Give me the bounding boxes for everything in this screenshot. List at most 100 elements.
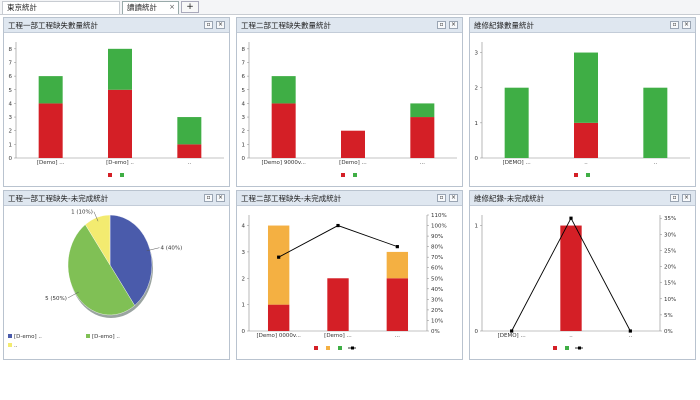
y-tick-label: 2 (9, 129, 13, 135)
y-tick-label: 1 (475, 121, 479, 127)
pie-leader-line (67, 291, 79, 299)
restore-icon[interactable]: ▫ (437, 194, 446, 202)
legend-swatch (574, 173, 578, 177)
close-icon[interactable]: × (216, 194, 225, 202)
y-tick-label: 0 (475, 156, 479, 162)
tab-bar: 東京統計 讀讀統計 × + (0, 0, 700, 15)
legend-swatch (108, 173, 112, 177)
restore-icon[interactable]: ▫ (204, 194, 213, 202)
close-icon[interactable]: × (216, 21, 225, 29)
x-tick-label: [DEMO] ... (503, 160, 531, 166)
bar-green-0 (504, 87, 529, 158)
bar-orange-2 (386, 251, 409, 279)
y-tick-label: 6 (9, 74, 13, 80)
y-tick-label: 0 (242, 156, 246, 162)
y2-tick-label: 110% (431, 213, 447, 219)
y2-tick-label: 50% (431, 276, 443, 282)
bar-green-0 (271, 76, 296, 104)
y-tick-label: 3 (9, 115, 13, 121)
y-tick-label: 7 (242, 60, 246, 66)
y-tick-label: 6 (242, 74, 246, 80)
legend-swatch (553, 346, 557, 350)
x-tick-label: .. (569, 333, 573, 339)
restore-icon[interactable]: ▫ (204, 21, 213, 29)
x-tick-label: .. (654, 160, 658, 166)
legend-swatch (8, 343, 12, 347)
y-tick-label: 3 (242, 115, 246, 121)
legend-swatch (314, 346, 318, 350)
restore-icon[interactable]: ▫ (670, 21, 679, 29)
restore-icon[interactable]: ▫ (437, 21, 446, 29)
legend-swatch (86, 334, 90, 338)
pie-leader-line (146, 247, 160, 252)
chart-svg: 010%5%10%15%20%25%30%35%[DEMO] ....... (475, 215, 676, 350)
legend-label: [D-emo] .. (92, 334, 120, 340)
panel-title: 工程二部工程缺失-未完成統計 (241, 194, 342, 203)
panel-title: 工程二部工程缺失數量統計 (241, 21, 331, 30)
y-tick-label: 0 (9, 156, 13, 162)
y2-tick-label: 90% (431, 234, 443, 240)
legend-swatch (353, 173, 357, 177)
y-tick-label: 3 (242, 250, 246, 256)
panel-title: 工程一部工程缺失-未完成統計 (8, 194, 109, 203)
tab-report[interactable]: 讀讀統計 × (122, 1, 179, 14)
panel-title: 維修紀錄-未完成統計 (474, 194, 545, 203)
x-tick-label: [Demo] ... (339, 160, 367, 166)
panel-p1: 工程一部工程缺失數量統計 ▫ × 0 1 2 3 4 5 6 7 8 [Demo] ... [D-emo]… (3, 17, 230, 187)
y-tick-label: 8 (242, 47, 246, 53)
y2-tick-label: 20% (431, 308, 443, 314)
pie-label: 1 (10%) (71, 210, 93, 216)
legend-swatch (565, 346, 569, 350)
close-icon[interactable]: × (682, 21, 691, 29)
y-tick-label: 4 (9, 101, 13, 107)
x-tick-label: [Demo] ... (324, 333, 352, 339)
line-point-1 (569, 216, 573, 220)
y-tick-label: 0 (475, 329, 479, 335)
legend-swatch (120, 173, 124, 177)
legend-swatch (338, 346, 342, 350)
line-point-2 (628, 329, 632, 333)
chart-svg: 0 1 2 3 4 5 6 7 8 [Demo] 9000v... [Demo] ...... (242, 42, 457, 177)
y2-tick-label: 70% (431, 255, 443, 261)
legend-swatch (341, 173, 345, 177)
pie-slice-0 (109, 214, 153, 306)
tab-tokyo[interactable]: 東京統計 (2, 1, 120, 14)
y2-tick-label: 80% (431, 245, 443, 251)
y2-tick-label: 15% (664, 281, 676, 287)
y2-tick-label: 60% (431, 266, 443, 272)
legend-label: .. (14, 343, 18, 349)
close-icon[interactable]: × (449, 194, 458, 202)
y-tick-label: 4 (242, 224, 246, 230)
x-tick-label: [Demo] ... (37, 160, 65, 166)
x-tick-label: ... (395, 333, 400, 339)
pie-slice-1 (67, 224, 135, 316)
tab-close-icon[interactable]: × (169, 3, 175, 11)
close-icon[interactable]: × (682, 194, 691, 202)
bar-orange-0 (267, 225, 290, 305)
pie-label: 4 (40%) (160, 246, 182, 252)
y2-tick-label: 30% (431, 297, 443, 303)
panel-p2: 工程二部工程缺失數量統計 ▫ × 0 1 2 3 4 5 6 7 8 [Demo] 9000v... [D… (236, 17, 463, 187)
y-tick-label: 2 (242, 129, 246, 135)
panel-header: 工程二部工程缺失數量統計 ▫ × (237, 18, 462, 33)
bar-green-1 (108, 48, 132, 90)
y2-tick-label: 20% (664, 265, 676, 271)
y2-tick-label: 0% (664, 329, 673, 335)
y2-tick-label: 0% (431, 329, 440, 335)
legend-swatch (326, 346, 330, 350)
add-tab-button[interactable]: + (181, 1, 199, 13)
x-tick-label: .. (188, 160, 192, 166)
bar-red-0 (267, 304, 290, 331)
close-icon[interactable]: × (449, 21, 458, 29)
y2-tick-label: 10% (431, 318, 443, 324)
legend-swatch (586, 173, 590, 177)
bar-red-0 (271, 103, 296, 158)
y-tick-label: 1 (242, 142, 246, 148)
panel-header: 工程二部工程缺失-未完成統計 ▫ × (237, 191, 462, 206)
bar-green-1 (574, 52, 598, 123)
line-point-2 (395, 245, 399, 249)
restore-icon[interactable]: ▫ (670, 194, 679, 202)
line-point-1 (336, 223, 340, 228)
line-point-0 (277, 255, 281, 259)
panel-title: 工程一部工程缺失數量統計 (8, 21, 98, 30)
